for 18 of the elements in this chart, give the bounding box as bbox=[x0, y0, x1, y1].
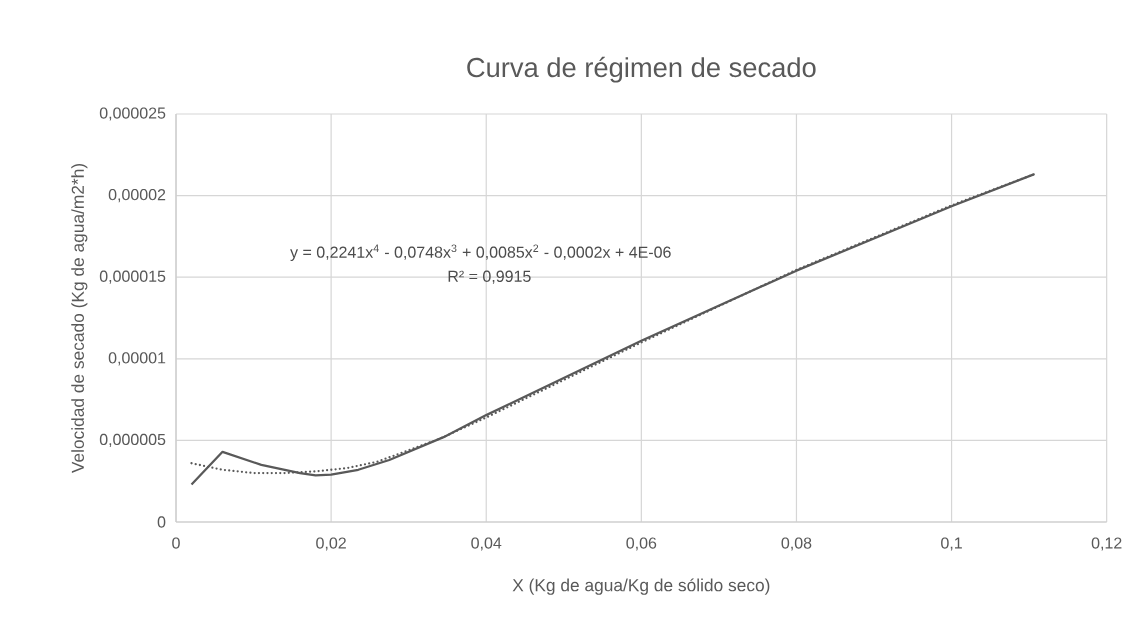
annotation: R² = 0,9915 bbox=[448, 270, 531, 284]
y-tick-label: 0,00002 bbox=[108, 189, 166, 203]
x-tick-label: 0,12 bbox=[1091, 537, 1122, 551]
y-axis-title: Velocidad de secado (Kg de agua/m2*h) bbox=[71, 163, 88, 474]
x-tick-label: 0,06 bbox=[626, 537, 657, 551]
x-tick-label: 0,1 bbox=[941, 537, 962, 551]
y-tick-label: 0,00001 bbox=[108, 352, 166, 366]
x-tick-label: 0,08 bbox=[781, 537, 812, 551]
x-tick-label: 0,04 bbox=[471, 537, 502, 551]
x-tick-label: 0,02 bbox=[316, 537, 346, 551]
y-tick-label: 0,000025 bbox=[99, 107, 166, 121]
y-tick-label: 0,000015 bbox=[99, 270, 166, 284]
y-tick-label: 0 bbox=[157, 516, 166, 528]
x-tick-label: 0 bbox=[172, 537, 180, 549]
y-tick-label: 0,000005 bbox=[99, 433, 166, 448]
annotation: y = 0,2241x$^{4}$ - 0,0748x$^{3}$ + 0,0085x$^{2}$ - 0,0002x + 4E-06 bbox=[290, 244, 671, 262]
chart-title: Curva de régimen de secado bbox=[467, 56, 816, 83]
x-axis-title: X (Kg de agua/Kg de sólido seco) bbox=[512, 578, 770, 595]
